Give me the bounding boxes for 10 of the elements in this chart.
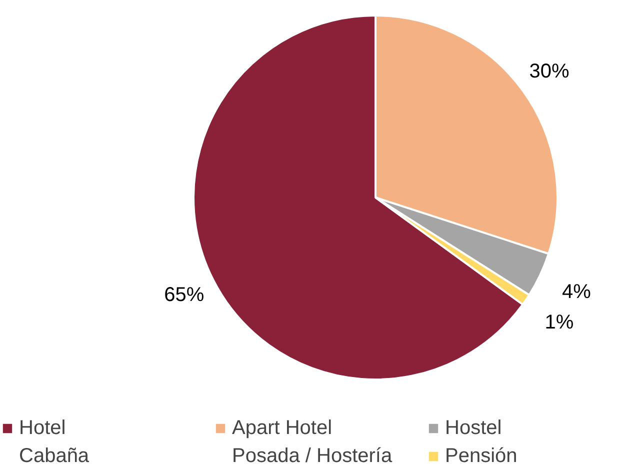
data-label: 65%: [164, 284, 204, 306]
legend-label: Hostel: [445, 416, 503, 440]
legend-label: Pensión: [445, 444, 518, 468]
category-label: Cabaña: [19, 444, 90, 466]
category-label: Posada / Hostería: [232, 444, 392, 466]
data-label: 1%: [544, 311, 574, 334]
legend-label: Apart Hotel: [232, 416, 334, 440]
legend-label: Hotel: [19, 416, 67, 440]
data-label: 30%: [529, 60, 570, 82]
data-label: 4%: [562, 281, 592, 304]
